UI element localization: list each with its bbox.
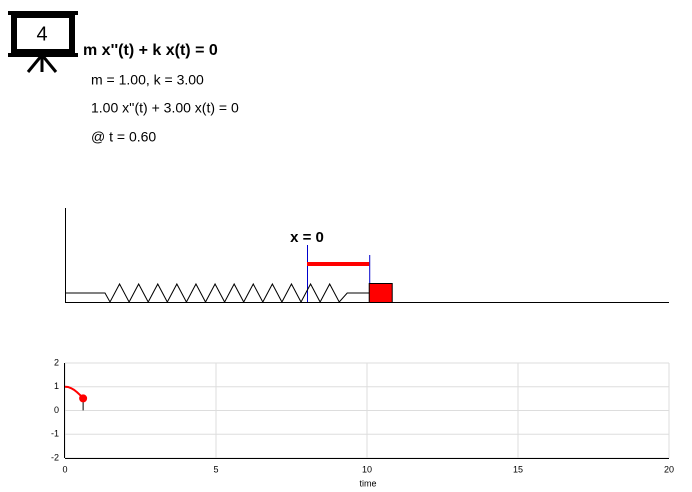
icon-label: 4 [36,23,47,45]
trajectory [64,385,84,400]
x-tick-label: 5 [213,464,218,474]
equation-numeric: 1.00 x''(t) + 3.00 x(t) = 0 [91,100,239,116]
y-tick-label: 1 [54,381,59,391]
y-tick-label: 2 [54,357,59,367]
x-tick-label: 20 [664,464,674,474]
icon [8,11,78,73]
mass [368,283,393,303]
y-tick-label: -1 [51,429,59,439]
y-tick-label: 0 [54,405,59,415]
parameters: m = 1.00, k = 3.00 [91,72,204,88]
spring [65,282,370,304]
equation: m x''(t) + k x(t) = 0 [83,42,218,59]
y-tick-label: -2 [51,452,59,462]
x-tick-label: 15 [513,464,523,474]
x-tick-label: 10 [362,464,372,474]
equilibrium-label: x = 0 [290,229,324,246]
x-axis-label: time [359,478,376,488]
current-point [79,394,88,403]
time: @ t = 0.60 [91,129,156,145]
x-tick-label: 0 [62,464,67,474]
